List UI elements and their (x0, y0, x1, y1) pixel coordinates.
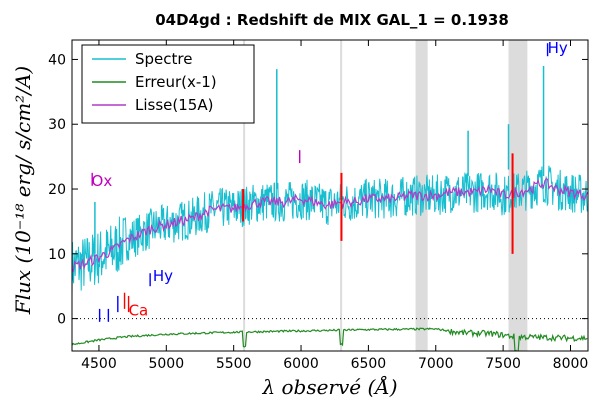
series-lisse (72, 177, 588, 273)
line-label-0: Hy (548, 39, 568, 57)
series-erreur (72, 327, 588, 351)
line-label-3: Ca (129, 301, 149, 319)
chart-title: 04D4gd : Redshift de MIX GAL_1 = 0.1938 (155, 11, 509, 29)
line-label-2: Hy (153, 267, 173, 285)
x-tick-label-3: 6000 (283, 356, 319, 372)
x-tick-label-1: 5000 (148, 356, 184, 372)
x-tick-label-0: 4500 (81, 356, 117, 372)
line-label-1: Ox (92, 172, 113, 190)
x-tick-label-4: 6500 (351, 356, 387, 372)
x-tick-label-6: 7500 (485, 356, 521, 372)
x-tick-label-7: 8000 (553, 356, 589, 372)
series-spectre (72, 165, 588, 296)
y-tick-label-0: 0 (57, 312, 66, 328)
y-axis-label: Flux (10⁻¹⁸ erg/ s/cm²/A) (11, 66, 35, 315)
legend-label-2: Lisse(15A) (135, 96, 213, 114)
plot-frame (71, 39, 589, 352)
legend-label-1: Erreur(x-1) (135, 73, 217, 91)
x-tick-label-2: 5500 (216, 356, 252, 372)
legend-box (81, 44, 255, 124)
y-tick-label-3: 30 (48, 117, 66, 133)
x-tick-label-5: 7000 (418, 356, 454, 372)
y-tick-label-2: 20 (48, 182, 66, 198)
legend-label-0: Spectre (135, 50, 192, 68)
x-axis-label: λ observé (Å) (261, 374, 397, 399)
y-tick-label-4: 40 (48, 52, 66, 68)
y-tick-label-1: 10 (48, 247, 66, 263)
